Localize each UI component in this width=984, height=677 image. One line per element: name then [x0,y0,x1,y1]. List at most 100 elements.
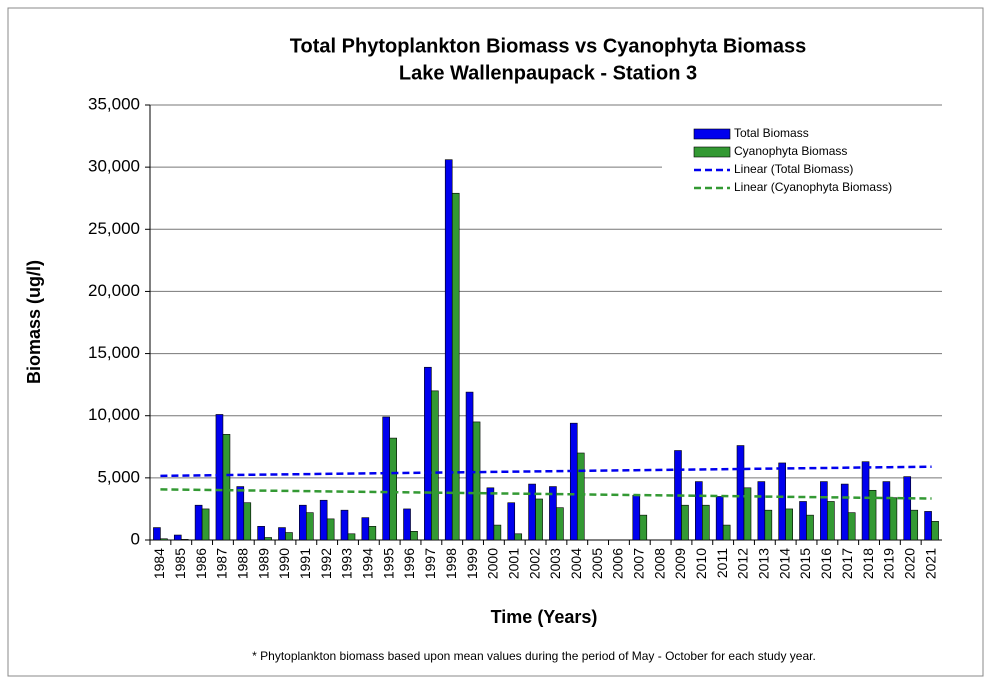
bar [465,391,474,541]
x-tick-label: 1993 [339,548,355,579]
bar [785,508,793,541]
legend-label: Linear (Cyanophyta Biomass) [734,180,892,194]
x-tick-label: 2013 [756,548,772,579]
x-tick-label: 1996 [401,548,417,579]
x-tick-label: 1992 [318,548,334,579]
bar [722,524,731,541]
bar [444,159,453,541]
bar [778,462,786,541]
bar [451,192,460,541]
bar [757,481,766,541]
bar [173,534,182,541]
y-tick-label: 10,000 [88,405,140,424]
bar [556,507,564,541]
bar [278,527,286,541]
x-tick-label: 1984 [151,548,167,579]
trendline [160,465,932,478]
bar [264,537,272,541]
bar [931,521,939,541]
bar [201,508,210,541]
x-tick-label: 2008 [651,548,667,579]
bar [153,527,161,541]
x-tick-label: 2001 [505,548,521,579]
bar [840,483,849,541]
bar [639,514,648,541]
bar [368,526,377,541]
bar [299,504,307,541]
trendline [160,488,932,500]
y-tick-label: 25,000 [88,219,140,238]
x-tick-label: 1985 [172,548,188,579]
bar [743,487,752,541]
bar [695,481,703,541]
y-tick-label: 20,000 [88,281,140,300]
bar [319,499,328,541]
bar [910,509,919,541]
footnote: * Phytoplankton biomass based upon mean … [252,649,816,663]
y-tick-label: 35,000 [88,94,140,113]
x-tick-label: 2012 [735,548,751,579]
bar [382,416,390,541]
chart-subtitle: Lake Wallenpaupack - Station 3 [399,62,697,84]
bar [535,498,543,541]
bar [576,452,585,541]
x-tick-label: 2004 [568,548,584,579]
bar [702,504,710,541]
x-tick-label: 1989 [255,548,271,579]
bar [507,502,516,541]
bar [868,489,877,541]
x-tick-label: 2016 [818,548,834,579]
x-tick-label: 1988 [234,548,250,579]
legend-label: Total Biomass [734,126,809,140]
bar [681,504,689,541]
x-tick-label: 2015 [797,548,813,579]
legend-label: Linear (Total Biomass) [734,162,853,176]
x-tick-label: 2018 [860,548,876,579]
y-axis-title: Biomass (ug/l) [24,260,44,384]
x-tick-label: 1998 [443,548,459,579]
bar [326,518,335,541]
bar [924,511,932,541]
bar [431,390,439,541]
legend-swatch [693,146,731,158]
bar [347,533,356,541]
x-tick-label: 2011 [714,548,730,578]
x-tick-label: 2010 [693,548,709,579]
y-tick-label: 15,000 [88,343,140,362]
y-tick-label: 0 [131,529,140,548]
x-tick-label: 2019 [881,548,897,579]
bar [222,434,231,541]
bar [403,508,411,541]
x-axis-title: Time (Years) [491,607,598,627]
bar [882,481,891,541]
bar [514,533,523,541]
bar [306,512,314,541]
bar [215,414,224,541]
bar [569,422,578,541]
x-tick-label: 1995 [380,548,396,579]
x-tick-label: 2007 [630,548,646,579]
y-tick-label: 30,000 [88,157,140,176]
x-tick-label: 2002 [526,548,542,579]
x-tick-label: 1990 [276,548,292,579]
bar [424,366,432,541]
bar [486,487,495,541]
bar [820,481,828,541]
bar [340,509,349,541]
x-tick-label: 2005 [589,548,605,579]
bar [903,476,912,541]
x-tick-label: 2009 [672,548,688,579]
x-tick-label: 2014 [776,548,792,579]
bar [410,530,418,541]
x-tick-label: 2003 [547,548,563,579]
bar [861,461,870,541]
bar [632,494,641,541]
x-tick-label: 1999 [464,548,480,579]
x-tick-label: 2000 [485,548,501,579]
bar [827,501,835,541]
y-tick-label: 5,000 [97,467,140,486]
x-tick-label: 1987 [214,548,230,579]
bar [715,496,724,541]
bar [472,421,481,541]
